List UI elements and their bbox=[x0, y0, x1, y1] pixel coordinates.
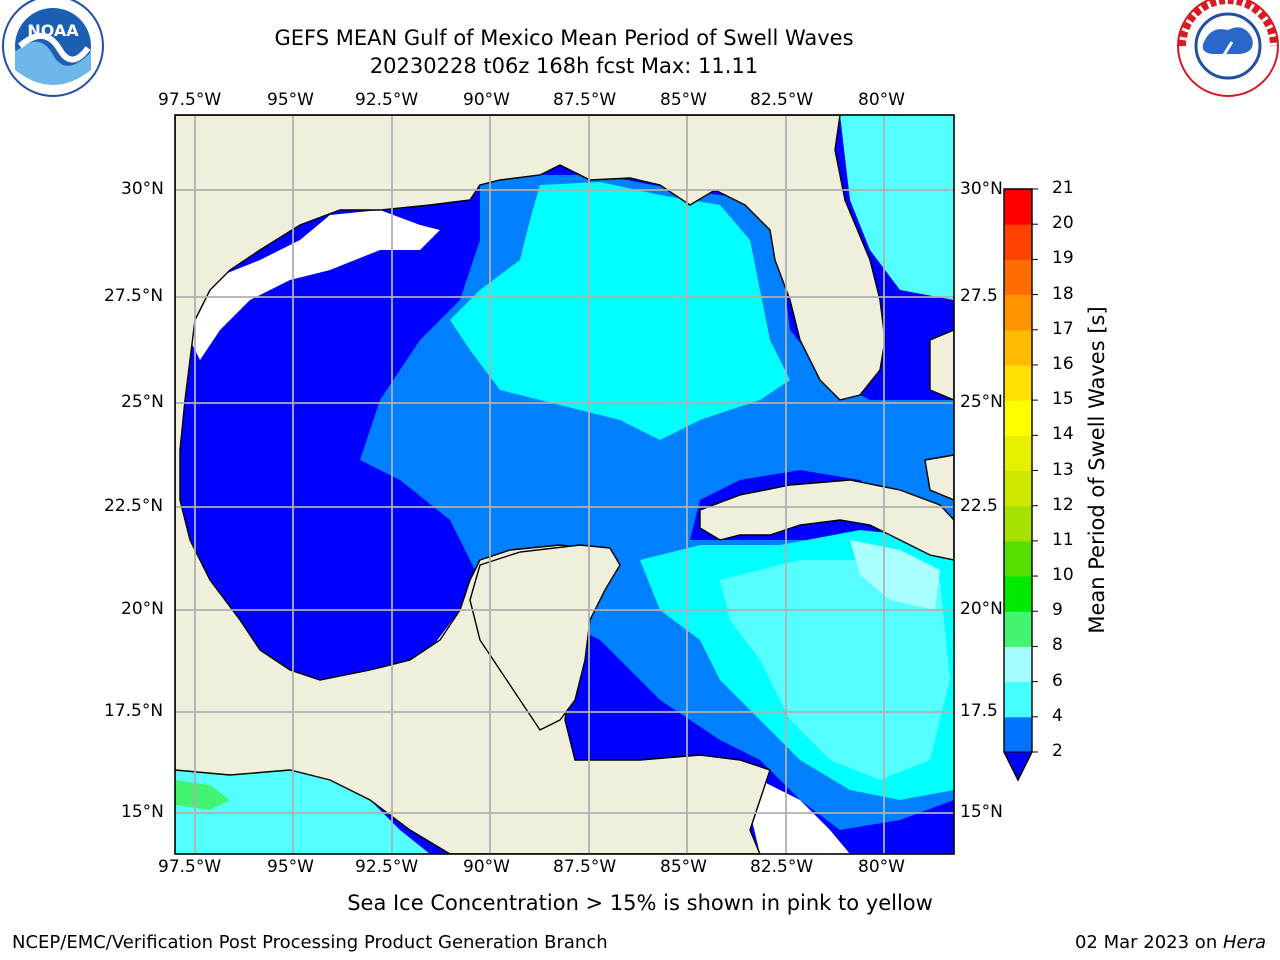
lon-tick-top: 80°W bbox=[858, 90, 905, 110]
lon-tick-top: 92.5°W bbox=[355, 90, 419, 110]
colorbar-tick-label: 9 bbox=[1052, 600, 1063, 621]
lat-tick-left: 17.5°N bbox=[104, 701, 164, 721]
colorbar-tick-label: 13 bbox=[1052, 459, 1074, 480]
lon-tick-bottom: 97.5°W bbox=[158, 857, 222, 877]
lat-tick-left: 30°N bbox=[121, 179, 164, 199]
colorbar-tick-label: 2 bbox=[1052, 741, 1063, 761]
lon-tick-bottom: 95°W bbox=[267, 857, 314, 877]
colorbar-segment bbox=[1004, 470, 1032, 507]
colorbar-segment bbox=[1004, 611, 1032, 647]
lat-tick-left: 27.5°N bbox=[104, 286, 164, 306]
colorbar-tick-label: 10 bbox=[1052, 565, 1074, 586]
colorbar-segment bbox=[1004, 576, 1032, 612]
colorbar-segment bbox=[1004, 540, 1032, 577]
map-title: GEFS MEAN Gulf of Mexico Mean Period of … bbox=[274, 26, 854, 50]
colorbar-segment bbox=[1004, 716, 1032, 753]
colorbar-segment bbox=[1004, 189, 1032, 225]
lon-tick-top: 97.5°W bbox=[158, 90, 222, 110]
lon-tick-top: 85°W bbox=[660, 90, 707, 110]
graticule bbox=[175, 115, 954, 854]
nodata-texas-coast bbox=[185, 210, 440, 360]
lat-tick-right: 20°N bbox=[960, 599, 1003, 619]
sea-ice-note: Sea Ice Concentration > 15% is shown in … bbox=[347, 891, 933, 915]
colorbar-label: Mean Period of Swell Waves [s] bbox=[1085, 306, 1109, 634]
lat-tick-right: 17.5 bbox=[960, 701, 998, 721]
lon-tick-top: 95°W bbox=[267, 90, 314, 110]
lon-tick-top: 82.5°W bbox=[750, 90, 814, 110]
colorbar-tick-label: 6 bbox=[1052, 670, 1063, 691]
date-value: 02 Mar 2023 on bbox=[1074, 932, 1223, 953]
colorbar-frame bbox=[1003, 188, 1033, 782]
colorbar-tick-label: 19 bbox=[1052, 248, 1074, 269]
colorbar-extend-arrow bbox=[1003, 751, 1033, 782]
colorbar-tick-label: 8 bbox=[1052, 635, 1063, 656]
lat-tick-right: 27.5 bbox=[960, 286, 998, 306]
credit-text: NCEP/EMC/Verification Post Processing Pr… bbox=[12, 932, 608, 953]
date-text: 02 Mar 2023 on Hera bbox=[1075, 932, 1266, 953]
colorbar-tick-label: 11 bbox=[1052, 529, 1074, 550]
nws-logo bbox=[1177, 0, 1279, 97]
lon-tick-bottom: 90°W bbox=[463, 857, 510, 877]
colorbar-tick-label: 17 bbox=[1052, 318, 1074, 339]
swell-6-8-region bbox=[450, 182, 790, 440]
colorbar-tick-label: 12 bbox=[1052, 494, 1074, 515]
nodata-honduras bbox=[740, 770, 850, 854]
lon-tick-bottom: 82.5°W bbox=[750, 857, 814, 877]
colorbar-segment bbox=[1004, 294, 1032, 331]
colorbar-segment bbox=[1004, 681, 1032, 718]
colorbar-segment bbox=[1004, 400, 1032, 436]
lat-tick-right: 22.5 bbox=[960, 496, 998, 516]
pacific-10-11-patch bbox=[175, 780, 230, 810]
swell-8-9-patch-east bbox=[840, 115, 954, 300]
colorbar-segment bbox=[1004, 259, 1032, 296]
lat-tick-right: 25°N bbox=[960, 392, 1003, 412]
lon-tick-bottom: 87.5°W bbox=[553, 857, 617, 877]
colorbar-tick-label: 21 bbox=[1052, 178, 1074, 198]
colorbar-tick-label: 4 bbox=[1052, 705, 1063, 726]
map-area bbox=[175, 115, 954, 854]
colorbar-tick-label: 14 bbox=[1052, 424, 1074, 445]
lat-tick-left: 25°N bbox=[121, 392, 164, 412]
lat-tick-right: 30°N bbox=[960, 179, 1003, 199]
host-name: Hera bbox=[1222, 932, 1266, 953]
colorbar-tick-label: 15 bbox=[1052, 389, 1074, 410]
colorbar-segment bbox=[1004, 364, 1032, 401]
lon-tick-bottom: 92.5°W bbox=[355, 857, 419, 877]
map-subtitle: 20230228 t06z 168h fcst Max: 11.11 bbox=[369, 54, 759, 78]
lon-tick-top: 90°W bbox=[463, 90, 510, 110]
colorbar-segment bbox=[1004, 646, 1032, 683]
lat-tick-left: 20°N bbox=[121, 599, 164, 619]
colorbar-tick-label: 16 bbox=[1052, 353, 1074, 374]
swell-8-9-patch bbox=[720, 560, 950, 780]
lat-tick-left: 22.5°N bbox=[104, 496, 164, 516]
colorbar-segment bbox=[1004, 435, 1032, 471]
colorbar-segment bbox=[1004, 505, 1032, 542]
colorbar bbox=[1003, 188, 1038, 782]
lon-tick-top: 87.5°W bbox=[553, 90, 617, 110]
colorbar-tick-label: 20 bbox=[1052, 213, 1074, 234]
pacific-swell-region bbox=[175, 770, 430, 854]
swell-9-10-patch bbox=[850, 540, 940, 610]
map-frame bbox=[174, 114, 955, 855]
lat-tick-left: 15°N bbox=[121, 802, 164, 822]
lon-tick-bottom: 80°W bbox=[858, 857, 905, 877]
lat-tick-right: 15°N bbox=[960, 802, 1003, 822]
lon-tick-bottom: 85°W bbox=[660, 857, 707, 877]
colorbar-segment bbox=[1004, 329, 1032, 366]
svg-text:NOAA: NOAA bbox=[27, 21, 79, 40]
noaa-logo: NOAA bbox=[2, 0, 104, 97]
colorbar-segment bbox=[1004, 224, 1032, 260]
colorbar-tick-label: 18 bbox=[1052, 283, 1074, 304]
